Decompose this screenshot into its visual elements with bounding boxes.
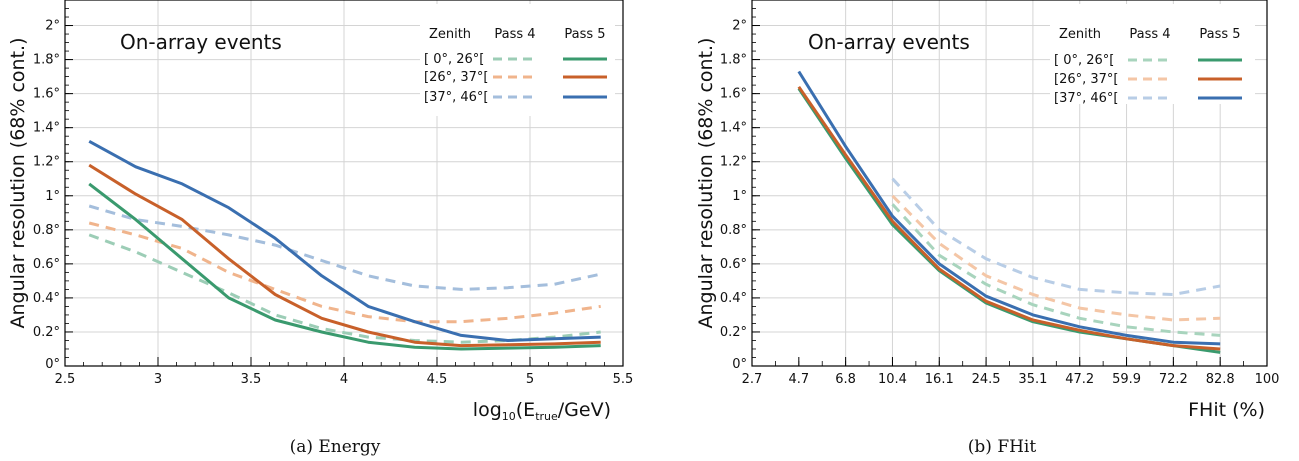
y-tick-label: 0.4°: [33, 291, 60, 306]
x-tick-label: 2.7: [742, 372, 763, 387]
y-tick-label: 2°: [732, 19, 747, 34]
legend-row-label: [26°, 37°[: [424, 70, 489, 85]
series-line-pass5-1: [797, 85, 1221, 351]
energy-panel: 0° 0.2° 0.4° 0.6° 0.8° 1° 1.2° 1.4° 1.6° 1.8° 2° 2.…: [7, 0, 633, 457]
y-tick-label: 1.2°: [720, 155, 747, 170]
legend: Zenith Pass 4 Pass 5 [ 0°, 26°[ [26°, 37°[ [3…: [420, 4, 615, 116]
x-tick-label: 4.5: [427, 372, 448, 387]
legend-row-label: [37°, 46°[: [424, 90, 489, 105]
x-tick-label: 72.2: [1159, 372, 1188, 387]
panel-caption: (a) Energy: [290, 437, 381, 457]
legend-row-label: [ 0°, 26°[: [1054, 53, 1114, 68]
annotation-text: On-array events: [120, 30, 282, 54]
plot-frame: [64, 0, 624, 367]
x-tick-label: 5: [526, 372, 534, 387]
y-tick-label: 2°: [45, 19, 60, 34]
fhit-panel: 0° 0.2° 0.4° 0.6° 0.8° 1° 1.2° 1.4° 1.6° 1.8° 2° 2.…: [695, 0, 1279, 457]
x-tick-label: 16.1: [925, 372, 954, 387]
y-tick-label: 0.2°: [33, 325, 60, 340]
x-tick-label: 4: [340, 372, 348, 387]
x-axis-label: FHit (%): [1188, 399, 1265, 421]
y-tick-label: 0.8°: [33, 223, 60, 238]
series-line-pass4-0: [891, 203, 1221, 337]
x-tick-label: 3.5: [241, 372, 262, 387]
x-tick-label: 100: [1255, 372, 1280, 387]
y-tick-label: 1.4°: [33, 121, 60, 136]
legend: Zenith Pass 4 Pass 5 [ 0°, 26°[ [26°, 37°[ [3…: [1050, 4, 1255, 106]
series-line-pass4-1: [891, 194, 1221, 322]
series-line-pass5-2: [797, 70, 1221, 346]
x-tick-label: 24.5: [972, 372, 1001, 387]
legend-header: Zenith: [429, 27, 471, 42]
y-tick-label: 0°: [732, 357, 747, 372]
series-line-pass4-2: [88, 204, 602, 291]
x-tick-label: 2.5: [55, 372, 76, 387]
x-tick-label: 82.8: [1206, 372, 1235, 387]
y-tick-label: 1.6°: [720, 87, 747, 102]
x-tick-label: 5.5: [613, 372, 634, 387]
y-tick-label: 1.8°: [720, 53, 747, 68]
y-tick-label: 1.2°: [33, 155, 60, 170]
x-axis-label: log10(Etrue/GeV): [473, 399, 611, 423]
plot-frame: [751, 0, 1268, 367]
y-tick-label: 0.8°: [720, 223, 747, 238]
series-line-pass5-1: [88, 163, 601, 348]
legend-header: Pass 4: [494, 27, 535, 42]
y-tick-label: 0.2°: [720, 325, 747, 340]
y-tick-label: 0°: [45, 357, 60, 372]
series-line-pass5-0: [88, 182, 601, 351]
legend-row-label: [26°, 37°[: [1054, 72, 1119, 87]
annotation-text: On-array events: [808, 30, 970, 54]
y-axis-label: Angular resolution (68% cont.): [695, 38, 717, 329]
series-line-pass5-2: [88, 139, 601, 342]
x-tick-label: 59.9: [1112, 372, 1141, 387]
legend-header: Zenith: [1059, 27, 1101, 42]
y-tick-label: 0.6°: [720, 257, 747, 272]
legend-row-label: [ 0°, 26°[: [424, 52, 484, 67]
y-tick-label: 1°: [732, 189, 747, 204]
x-tick-label: 3: [154, 372, 162, 387]
legend-box: [1050, 4, 1255, 104]
legend-row-label: [37°, 46°[: [1054, 91, 1119, 106]
y-tick-label: 1.4°: [720, 121, 747, 136]
x-tick-label: 35.1: [1018, 372, 1047, 387]
x-tick-label: 4.7: [788, 372, 809, 387]
y-tick-label: 1.8°: [33, 53, 60, 68]
series-line-pass4-2: [891, 177, 1221, 296]
x-tick-label: 47.2: [1065, 372, 1094, 387]
y-tick-label: 1°: [45, 189, 60, 204]
x-tick-label: 6.8: [835, 372, 856, 387]
x-tick-label: 10.4: [878, 372, 907, 387]
y-tick-label: 0.6°: [33, 257, 60, 272]
legend-header: Pass 5: [564, 27, 605, 42]
y-tick-label: 0.4°: [720, 291, 747, 306]
y-axis-label: Angular resolution (68% cont.): [7, 38, 29, 329]
y-tick-label: 1.6°: [33, 87, 60, 102]
series-line-pass4-1: [88, 221, 601, 324]
panel-caption: (b) FHit: [968, 437, 1037, 457]
legend-header: Pass 4: [1129, 27, 1170, 42]
legend-header: Pass 5: [1199, 27, 1240, 42]
